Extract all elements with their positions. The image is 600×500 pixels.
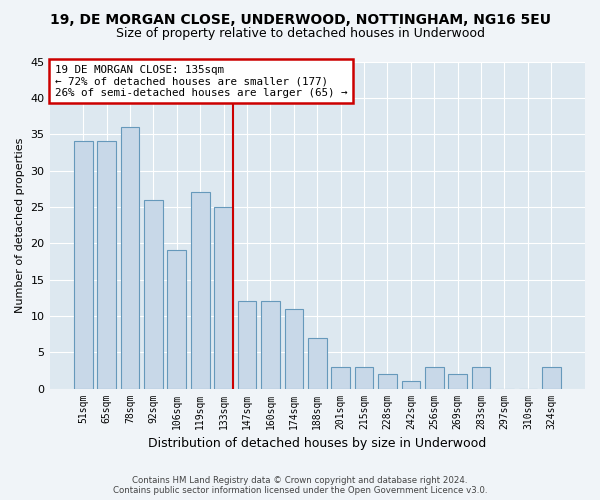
Text: 19 DE MORGAN CLOSE: 135sqm
← 72% of detached houses are smaller (177)
26% of sem: 19 DE MORGAN CLOSE: 135sqm ← 72% of deta… bbox=[55, 65, 347, 98]
Bar bbox=[167, 250, 186, 388]
Bar bbox=[121, 127, 139, 388]
Text: 19, DE MORGAN CLOSE, UNDERWOOD, NOTTINGHAM, NG16 5EU: 19, DE MORGAN CLOSE, UNDERWOOD, NOTTINGH… bbox=[49, 12, 551, 26]
Bar bbox=[448, 374, 467, 388]
Bar bbox=[97, 142, 116, 388]
Bar bbox=[472, 367, 490, 388]
Bar bbox=[238, 302, 256, 388]
Bar bbox=[144, 200, 163, 388]
Text: Contains HM Land Registry data © Crown copyright and database right 2024.
Contai: Contains HM Land Registry data © Crown c… bbox=[113, 476, 487, 495]
Bar bbox=[378, 374, 397, 388]
Bar bbox=[191, 192, 209, 388]
Bar bbox=[355, 367, 373, 388]
Bar bbox=[261, 302, 280, 388]
Y-axis label: Number of detached properties: Number of detached properties bbox=[15, 138, 25, 312]
X-axis label: Distribution of detached houses by size in Underwood: Distribution of detached houses by size … bbox=[148, 437, 487, 450]
Bar bbox=[401, 382, 420, 388]
Bar bbox=[425, 367, 443, 388]
Bar bbox=[214, 207, 233, 388]
Bar bbox=[542, 367, 560, 388]
Text: Size of property relative to detached houses in Underwood: Size of property relative to detached ho… bbox=[115, 28, 485, 40]
Bar bbox=[74, 142, 92, 388]
Bar bbox=[331, 367, 350, 388]
Bar bbox=[284, 308, 303, 388]
Bar bbox=[308, 338, 326, 388]
